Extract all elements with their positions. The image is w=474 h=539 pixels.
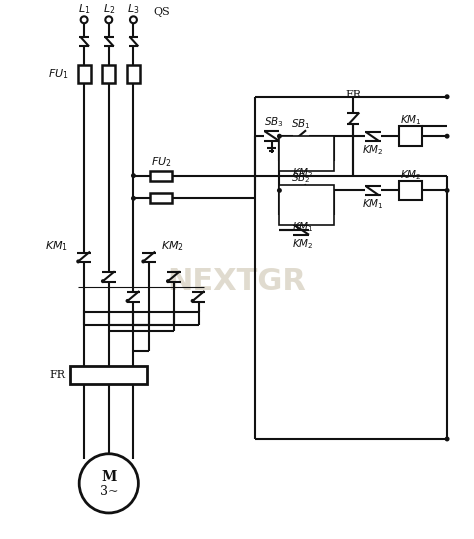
Circle shape [141,259,145,264]
Circle shape [445,437,449,441]
Text: $KM_1$: $KM_1$ [362,197,384,211]
Bar [279,136,334,171]
Text: $L_2$: $L_2$ [102,2,115,16]
Circle shape [79,454,138,513]
Circle shape [81,16,88,23]
Text: $SB_3$: $SB_3$ [264,115,283,129]
Text: $KM_2$: $KM_2$ [362,143,384,157]
Text: $SB_1$: $SB_1$ [291,118,311,131]
Bar [127,65,140,83]
Text: $FU_1$: $FU_1$ [48,67,69,81]
Bar [279,185,334,225]
Bar [399,181,422,201]
Bar [102,65,115,83]
Text: $FU_2$: $FU_2$ [151,155,172,169]
Bar [399,126,422,146]
Text: 3~: 3~ [100,485,118,497]
Circle shape [130,16,137,23]
Circle shape [277,188,282,193]
Circle shape [131,196,136,201]
Text: $KM_2$: $KM_2$ [161,239,184,253]
Circle shape [126,299,129,303]
Circle shape [166,279,170,283]
Circle shape [445,188,449,193]
Text: $KM_2$: $KM_2$ [400,168,421,182]
Text: $KM_1$: $KM_1$ [400,114,421,127]
Bar [150,194,172,203]
Bar [150,171,172,181]
Circle shape [277,134,282,139]
Text: $KM_1$: $KM_1$ [45,239,68,253]
Circle shape [191,299,195,303]
Text: FR: FR [49,370,65,380]
Circle shape [76,259,80,264]
Bar [70,366,147,384]
Text: $L_3$: $L_3$ [127,2,140,16]
Circle shape [445,94,449,99]
Circle shape [445,134,449,139]
Circle shape [131,173,136,178]
Text: $L_1$: $L_1$ [78,2,91,16]
Text: $SB_2$: $SB_2$ [292,172,311,185]
Bar [78,65,91,83]
Circle shape [105,16,112,23]
Text: FR: FR [346,90,361,100]
Text: QS: QS [153,7,170,17]
Text: $KM_2$: $KM_2$ [292,166,314,179]
Text: $KM_1$: $KM_1$ [292,220,314,234]
Circle shape [101,279,105,283]
Text: M: M [101,471,117,485]
Text: NEXTGR: NEXTGR [168,267,306,296]
Text: $KM_2$: $KM_2$ [292,237,314,251]
